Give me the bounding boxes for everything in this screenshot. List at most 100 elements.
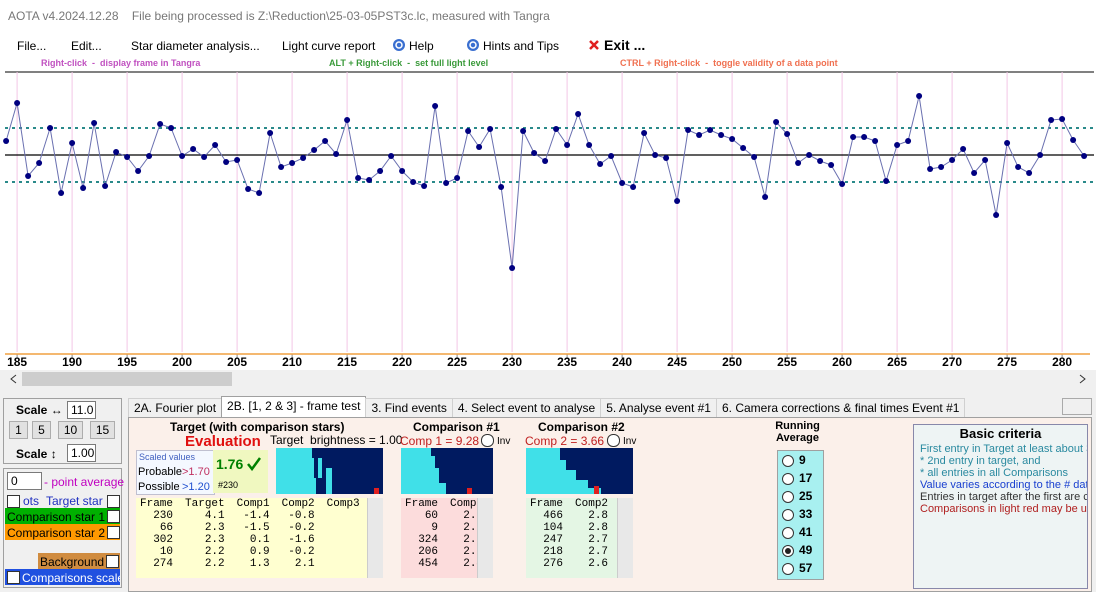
table-cell: 10: [159, 546, 174, 558]
evaluation: Evaluation: [185, 433, 261, 450]
scale-button[interactable]: 1: [9, 421, 28, 439]
radio: [782, 562, 794, 575]
menu-item[interactable]: File...: [17, 39, 46, 53]
menu-item[interactable]: Star diameter analysis...: [131, 39, 260, 53]
data-point: [894, 142, 901, 148]
scaled-label: Comparisons scaled: [22, 571, 120, 585]
target-star: Target star: [46, 494, 103, 508]
radio-option[interactable]: 25: [782, 489, 812, 503]
data-point: [883, 178, 890, 184]
table-cell: 274: [153, 558, 174, 570]
scale-button[interactable]: 5: [32, 421, 51, 439]
scaled-checkbox[interactable]: [7, 571, 20, 584]
table-cell: -1.4: [243, 510, 270, 522]
scale-h-input[interactable]: 11.0: [67, 401, 96, 419]
background-checkbox[interactable]: [106, 555, 119, 568]
data-point: [971, 170, 978, 176]
radio-label: 25: [799, 489, 813, 503]
x-tick-label: 190: [62, 355, 82, 369]
x-tick-label: 220: [392, 355, 412, 369]
tab[interactable]: 2B. [1, 2 & 3] - frame test: [221, 396, 367, 417]
data-point: [91, 120, 98, 126]
criteria-text: Entries in target after the first are co…: [920, 491, 1087, 503]
comp1-inv[interactable]: Inv: [481, 433, 511, 448]
data-table: Frame Target Comp1 Comp2 Comp3 230 4.1 -1.4 -0.8…: [136, 498, 368, 570]
table-cell: 2.7: [588, 534, 609, 546]
data-point: [421, 183, 428, 189]
target-checkbox[interactable]: [107, 495, 120, 508]
radio-option[interactable]: 57: [782, 561, 812, 575]
data-point: [861, 134, 868, 140]
scaled-box: Scaled values Probable >1.70 Possible >1…: [136, 450, 215, 495]
average-select[interactable]: 0: [7, 472, 42, 490]
scroll-right[interactable]: [1079, 374, 1086, 384]
plot-options-box: 0 - point average ots Target star Compar…: [3, 468, 125, 588]
scale-button[interactable]: 10: [58, 421, 83, 439]
target-table: Frame Target Comp1 Comp2 Comp3 230 4.1 -1.4 -0.8…: [136, 498, 383, 578]
menu-item[interactable]: Light curve report: [282, 39, 375, 53]
scale-v-input[interactable]: 1.00: [67, 444, 96, 462]
data-point: [1004, 140, 1011, 146]
comp1-checkbox[interactable]: [107, 510, 120, 523]
radio-option[interactable]: 9: [782, 453, 806, 467]
tab[interactable]: 4. Select event to analyse: [451, 398, 602, 417]
menu-item[interactable]: Help: [409, 39, 434, 53]
x-tick-label: 185: [7, 355, 27, 369]
data-point: [762, 194, 769, 200]
column-header: Frame: [530, 498, 564, 510]
plots-checkbox[interactable]: ots: [7, 494, 39, 509]
menu-item[interactable]: Edit...: [71, 39, 102, 53]
radio-option[interactable]: 49: [782, 543, 812, 557]
tab[interactable]: 6. Camera corrections & final times Even…: [715, 398, 966, 417]
average-label: - point average: [44, 475, 125, 489]
tab[interactable]: 3. Find events: [365, 398, 453, 417]
data-point: [927, 166, 934, 172]
tab[interactable]: 2A. Fourier plot: [128, 398, 223, 417]
result-frame: #230: [218, 480, 239, 490]
data-point: [102, 183, 109, 189]
radio-label: 17: [799, 471, 813, 485]
table-cell: 2.7: [588, 546, 609, 558]
data-point: [157, 121, 164, 127]
data-point: [630, 184, 637, 190]
data-point: [124, 154, 131, 160]
radio-option[interactable]: 17: [782, 471, 812, 485]
inv-label: Inv: [497, 436, 511, 447]
table-row: 104 2.8: [526, 522, 616, 534]
title-bar: AOTA v4.2024.12.28 File being processed …: [0, 0, 1096, 33]
x-tick-label: 225: [447, 355, 467, 369]
tab-scroll[interactable]: [1062, 398, 1092, 415]
table-cell: 4.1: [204, 510, 225, 522]
comp2-inv[interactable]: Inv: [607, 433, 636, 448]
header-row: Frame Target Comp1 Comp2 Comp3: [136, 498, 368, 510]
data-point: [168, 125, 175, 131]
menu-item[interactable]: Hints and Tips: [483, 39, 559, 53]
scale-button[interactable]: 15: [90, 421, 115, 439]
radio-option[interactable]: 41: [782, 525, 812, 539]
check-icon: [247, 457, 261, 471]
scroll-left[interactable]: [10, 374, 17, 384]
table-row: 302 2.3 0.1 -1.6: [136, 534, 368, 546]
data-point: [47, 125, 54, 131]
h-scrollbar[interactable]: [0, 370, 1096, 388]
criteria-text: * 2nd entry in target, and: [920, 455, 1041, 467]
table-row: 10 2.2 0.9 -0.2: [136, 546, 368, 558]
header-row: Frame Comp1: [401, 498, 491, 510]
tab[interactable]: 5. Analyse event #1: [600, 398, 717, 417]
menu-item[interactable]: Exit ...: [604, 37, 645, 53]
data-point: [663, 155, 670, 161]
table-cell: -1.5: [243, 522, 270, 534]
data-point: [245, 186, 252, 192]
radio-option[interactable]: 33: [782, 507, 812, 521]
x-tick-label: 275: [997, 355, 1017, 369]
table-row: 247 2.7: [526, 534, 616, 546]
comp2-checkbox[interactable]: [107, 526, 120, 539]
data-point: [69, 140, 76, 146]
data-point: [531, 150, 538, 156]
hint: CTRL + Right-click - toggle validity of …: [620, 58, 838, 68]
scroll-thumb[interactable]: [22, 372, 232, 386]
data-point: [432, 103, 439, 109]
table-row: 466 2.8: [526, 510, 616, 522]
data-point: [1037, 152, 1044, 158]
